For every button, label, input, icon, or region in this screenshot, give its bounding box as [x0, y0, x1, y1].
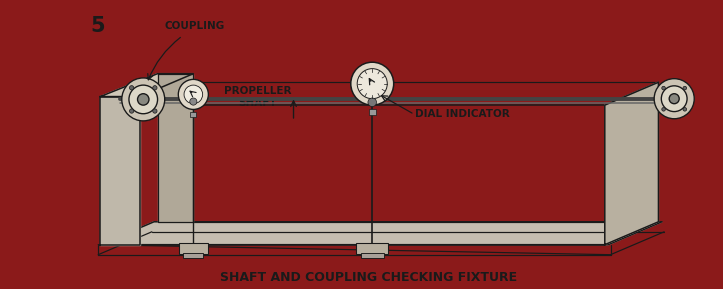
Circle shape [683, 86, 687, 90]
Text: 5: 5 [91, 16, 106, 36]
Bar [361, 253, 384, 258]
Circle shape [121, 78, 165, 121]
Text: PROPELLER
SHAFT: PROPELLER SHAFT [224, 86, 291, 108]
Bar [356, 243, 388, 254]
Circle shape [184, 85, 202, 104]
Circle shape [351, 62, 394, 105]
Circle shape [129, 85, 158, 114]
Text: DIAL INDICATOR: DIAL INDICATOR [415, 110, 510, 119]
Polygon shape [604, 82, 659, 245]
Bar [184, 253, 203, 257]
Circle shape [662, 86, 665, 90]
Bar [190, 112, 196, 117]
Circle shape [137, 94, 149, 105]
Polygon shape [158, 74, 193, 222]
Text: COUPLING: COUPLING [165, 21, 225, 32]
Circle shape [662, 86, 687, 112]
Circle shape [179, 79, 208, 110]
Bar [179, 243, 208, 254]
Polygon shape [100, 222, 662, 245]
Text: SHAFT AND COUPLING CHECKING FIXTURE: SHAFT AND COUPLING CHECKING FIXTURE [220, 271, 517, 284]
Circle shape [654, 79, 694, 119]
Circle shape [189, 98, 197, 105]
Circle shape [662, 108, 665, 111]
Circle shape [357, 69, 388, 99]
Circle shape [669, 94, 679, 104]
Circle shape [129, 109, 134, 113]
Circle shape [153, 109, 157, 113]
Circle shape [129, 86, 134, 90]
Polygon shape [100, 97, 140, 245]
Polygon shape [100, 74, 193, 97]
Circle shape [368, 98, 377, 107]
Circle shape [683, 108, 687, 111]
Bar [369, 109, 376, 115]
Circle shape [153, 86, 157, 90]
